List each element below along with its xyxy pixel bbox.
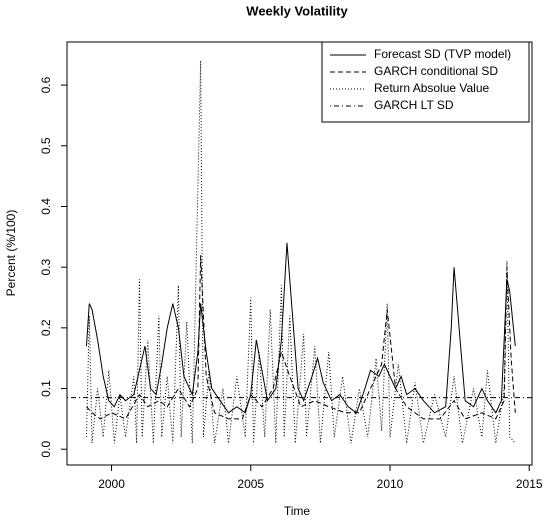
legend-label: Forecast SD (TVP model) [374,47,511,61]
x-axis-label: Time [284,504,311,518]
x-tick-label: 2005 [237,477,264,491]
chart-title: Weekly Volatility [246,3,348,18]
y-tick-label: 0.2 [39,319,53,336]
y-tick-label: 0.5 [39,137,53,154]
y-axis-label: Percent (%/100) [4,210,18,297]
series-line [85,60,516,444]
series-line [85,242,516,414]
plot-frame [66,41,533,466]
y-tick-label: 0.3 [39,258,53,275]
x-tick-label: 2000 [98,477,125,491]
legend-label: GARCH conditional SD [374,64,498,78]
series-line [86,254,516,420]
legend-label: GARCH LT SD [374,98,454,112]
legend-label: Return Absolue Value [374,81,490,95]
y-tick-label: 0.0 [39,441,53,458]
y-tick-label: 0.1 [39,380,53,397]
y-tick-label: 0.6 [39,76,53,93]
y-tick-label: 0.4 [39,198,53,215]
x-tick-label: 2010 [377,477,404,491]
x-tick-label: 2015 [516,477,543,491]
